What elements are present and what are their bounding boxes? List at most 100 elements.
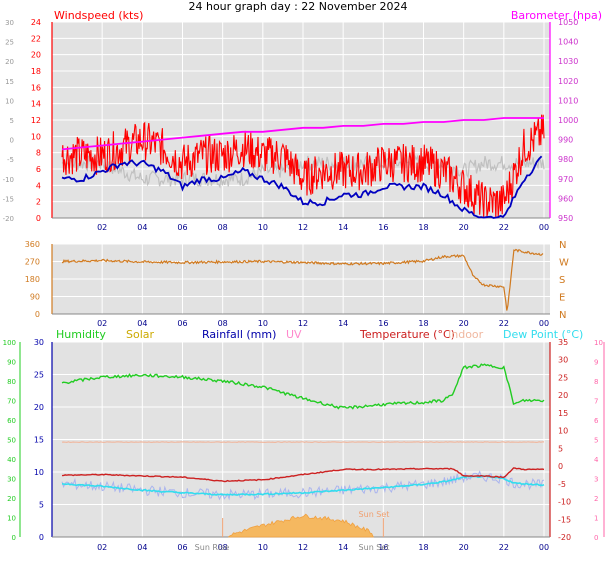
wind-y-tick: 0 [36,214,41,223]
baro-y-tick: 980 [558,155,573,164]
temp-y-tick: -10 [558,498,571,507]
wind-y-tick: 18 [31,67,41,76]
uv-y-tick: 2 [594,495,598,503]
solar-area [228,513,374,538]
baro-y-tick: 1040 [558,38,578,47]
direction-y-tick: 90 [30,293,40,302]
wind-y-tick: 6 [36,165,41,174]
sun-set-inner-label: Sun Set [359,510,390,519]
far-left-y-tick: 5 [10,117,14,125]
temp-y-tick: 15 [558,409,568,418]
indoor-line [61,441,544,444]
uv-y-tick: 1 [594,515,598,523]
baro-y-tick: 1050 [558,18,578,27]
wind-y-tick: 12 [31,116,41,125]
x-tick-label: 02 [97,319,107,328]
rain-y-tick: 15 [34,436,44,445]
temp-y-tick: -15 [558,515,571,524]
x-tick-label: 08 [218,543,228,552]
temp-y-tick: 0 [558,462,563,471]
humidity-y-tick: 90 [7,359,16,367]
humidity-line [61,363,545,410]
barometer-line [61,117,544,151]
uv-y-tick: 6 [594,417,599,425]
x-tick-label: 14 [338,223,348,232]
wind-y-tick: 22 [31,34,41,43]
baro-y-tick: 990 [558,136,573,145]
baro-y-tick: 950 [558,214,573,223]
x-tick-label: 22 [499,223,509,232]
humidity-y-tick: 50 [7,437,16,445]
far-left-y-tick: 15 [5,78,14,86]
x-tick-label: 16 [378,543,388,552]
x-tick-label: 02 [97,223,107,232]
x-tick-label: 18 [418,543,428,552]
uv-y-tick: 0 [594,534,598,542]
x-tick-label: 00 [539,319,549,328]
far-left-y-tick: 25 [5,39,14,47]
x-tick-label: 12 [298,319,308,328]
wind-y-tick: 20 [31,51,41,60]
x-tick-label: 10 [258,319,268,328]
humidity-y-tick: 30 [7,476,16,484]
baro-y-tick: 1020 [558,77,578,86]
sun-rise-label: Sun Rise [195,543,230,552]
x-tick-label: 04 [137,319,147,328]
temp-y-tick: -5 [558,480,566,489]
far-left-y-tick: 0 [10,137,14,145]
x-tick-label: 16 [378,223,388,232]
x-tick-label: 10 [258,223,268,232]
wind-y-tick: 16 [31,83,41,92]
far-left-y-tick: -20 [3,215,14,223]
x-tick-label: 08 [218,319,228,328]
wind-y-tick: 24 [31,18,41,27]
uv-y-tick: 3 [594,476,598,484]
rain-y-tick: 10 [34,468,44,477]
x-tick-label: 18 [418,223,428,232]
far-left-y-tick: -10 [3,176,14,184]
x-tick-label: 04 [137,223,147,232]
wind-y-tick: 10 [31,132,41,141]
far-left-y-tick: 20 [5,58,14,66]
uv-y-tick: 4 [594,456,599,464]
humidity-y-tick: 70 [7,398,16,406]
temp-y-tick: 5 [558,444,563,453]
legend-indoor: Indoor [448,328,484,341]
humidity-y-tick: 20 [7,495,16,503]
x-tick-label: 10 [258,543,268,552]
rain-y-tick: 20 [34,403,44,412]
wind-y-tick: 2 [36,198,41,207]
x-tick-label: 14 [338,543,348,552]
legend-dewpoint: Dew Point (°C) [503,328,583,341]
x-tick-label: 06 [177,223,187,232]
temp-y-tick: 20 [558,391,568,400]
compass-tick: N [559,310,566,321]
uv-y-tick: 5 [594,437,598,445]
dewpoint-line [61,475,545,496]
temp-y-tick: 10 [558,427,568,436]
x-tick-label: 20 [459,319,469,328]
direction-line [61,248,544,311]
uv-y-tick: 10 [594,339,603,347]
x-tick-label: 20 [459,223,469,232]
wind-y-tick: 14 [31,100,41,109]
rain-y-tick: 5 [39,501,44,510]
humidity-y-tick: 100 [3,339,16,347]
baro-y-tick: 970 [558,175,573,184]
uv-y-tick: 9 [594,359,598,367]
rain-y-tick: 0 [39,533,44,542]
rain-y-tick: 30 [34,338,44,347]
x-tick-label: 12 [298,543,308,552]
humidity-y-tick: 40 [7,456,16,464]
far-left-y-tick: -15 [3,195,14,203]
direction-y-tick: 180 [25,275,40,284]
x-tick-label: 04 [137,543,147,552]
x-tick-label: 22 [499,543,509,552]
direction-y-tick: 360 [25,240,40,249]
chart-title: 24 hour graph day : 22 November 2024 [188,0,407,13]
humidity-y-tick: 60 [7,417,16,425]
wind-y-tick: 8 [36,149,41,158]
x-tick-label: 18 [418,319,428,328]
baro-label: Barometer (hpa) [511,9,602,22]
compass-tick: S [559,275,565,286]
